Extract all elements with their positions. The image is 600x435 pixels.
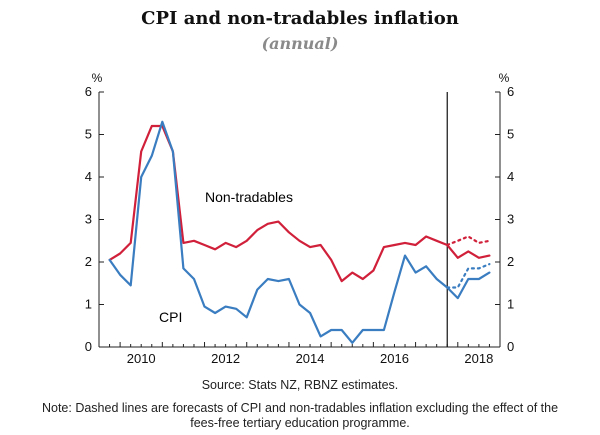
- footnote-line-1: Note: Dashed lines are forecasts of CPI …: [41, 401, 559, 415]
- footnote-line-2: fees-free tertiary education programme.: [190, 416, 410, 430]
- y-tick-label-left: 4: [85, 169, 92, 184]
- non-tradables-line: [108, 124, 491, 283]
- x-tick-label: 2010: [127, 351, 156, 366]
- y-tick-label-right: 6: [507, 84, 514, 99]
- y-tick-label-left: 2: [85, 254, 92, 269]
- chart-title: CPI and non-tradables inflation: [141, 8, 459, 29]
- cpi-forecast-line: [446, 263, 491, 289]
- cpi-label: CPI: [159, 309, 182, 325]
- cpi-line: [108, 120, 491, 344]
- y-tick-label-left: 1: [85, 297, 92, 312]
- y-tick-label-right: 1: [507, 297, 514, 312]
- x-tick-label: 2014: [296, 351, 325, 366]
- y-tick-label-right: 0: [507, 339, 514, 354]
- y-unit-left: %: [92, 71, 103, 85]
- y-tick-label-right: 2: [507, 254, 514, 269]
- y-tick-label-left: 3: [85, 212, 92, 227]
- y-tick-label-right: 5: [507, 127, 514, 142]
- y-tick-label-left: 5: [85, 127, 92, 142]
- axes: 0 0 1 1 2 2 3 3 4 4 5 5 6 6 2010 2012 2014 2016 2018: [85, 84, 514, 366]
- y-tick-label-right: 3: [507, 212, 514, 227]
- x-tick-label: 2018: [464, 351, 493, 366]
- x-tick-label: 2016: [380, 351, 409, 366]
- y-tick-label-left: 6: [85, 84, 92, 99]
- y-tick-label-left: 0: [85, 339, 92, 354]
- chart-subtitle: (annual): [261, 34, 339, 53]
- y-tick-label-right: 4: [507, 169, 514, 184]
- y-unit-right: %: [499, 71, 510, 85]
- series-lines: [108, 120, 491, 344]
- non-tradables-label: Non-tradables: [205, 189, 293, 205]
- x-tick-label: 2012: [211, 351, 240, 366]
- source-note: Source: Stats NZ, RBNZ estimates.: [201, 378, 399, 392]
- footnote: Note: Dashed lines are forecasts of CPI …: [10, 401, 590, 431]
- non-tradables-forecast-line: [446, 235, 491, 247]
